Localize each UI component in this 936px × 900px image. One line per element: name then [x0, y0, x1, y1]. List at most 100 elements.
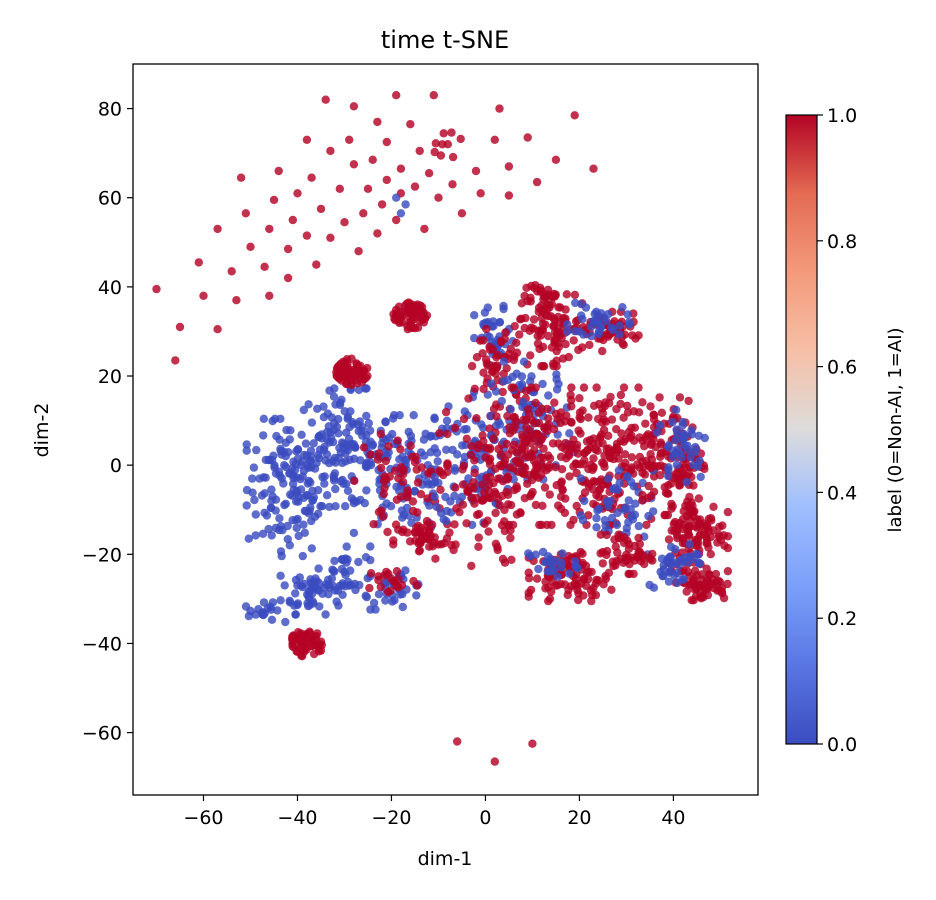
data-point-ai — [723, 507, 733, 517]
data-point-non-ai — [371, 605, 380, 614]
data-point-ai — [379, 476, 389, 486]
data-point-ai — [437, 540, 446, 549]
data-point-ai — [312, 260, 321, 269]
data-point-non-ai — [314, 578, 323, 587]
data-point-ai — [684, 501, 693, 510]
data-point-ai — [572, 501, 581, 511]
data-point-ai — [341, 364, 350, 373]
data-point-ai — [566, 390, 575, 400]
data-point-ai — [415, 146, 424, 156]
y-tick-label: −40 — [82, 633, 122, 655]
data-point-non-ai — [430, 414, 439, 424]
data-point-ai — [435, 429, 444, 438]
data-point-non-ai — [689, 555, 699, 564]
data-point-non-ai — [259, 431, 268, 440]
data-point-ai — [575, 408, 585, 417]
data-point-ai — [383, 587, 393, 597]
data-point-non-ai — [442, 517, 451, 526]
data-point-non-ai — [250, 495, 259, 505]
data-point-ai — [392, 215, 401, 225]
data-point-non-ai — [259, 598, 269, 607]
data-point-ai — [624, 569, 633, 579]
data-point-ai — [627, 423, 636, 433]
data-point-ai — [464, 487, 473, 496]
data-point-non-ai — [678, 421, 687, 430]
data-point-ai — [399, 465, 408, 475]
data-point-non-ai — [552, 370, 561, 379]
data-point-ai — [380, 483, 389, 493]
data-point-ai — [359, 209, 368, 218]
data-point-ai — [622, 550, 631, 560]
data-point-ai — [649, 410, 658, 419]
data-point-non-ai — [430, 492, 439, 502]
data-point-ai — [544, 414, 553, 423]
data-point-non-ai — [620, 505, 629, 515]
data-point-non-ai — [389, 411, 399, 420]
data-point-ai — [448, 180, 457, 189]
data-point-ai — [619, 437, 628, 446]
data-point-non-ai — [681, 431, 690, 440]
data-point-non-ai — [242, 440, 251, 449]
data-point-ai — [562, 411, 571, 420]
data-point-non-ai — [320, 479, 329, 488]
data-point-ai — [349, 160, 359, 169]
data-point-ai — [474, 533, 483, 542]
data-point-ai — [557, 465, 567, 474]
data-point-ai — [474, 542, 483, 551]
data-point-ai — [515, 330, 524, 339]
data-point-ai — [369, 520, 378, 529]
data-point-ai — [531, 500, 541, 510]
data-point-non-ai — [623, 310, 632, 319]
data-point-ai — [246, 242, 255, 251]
data-point-non-ai — [331, 400, 340, 409]
data-point-non-ai — [680, 441, 689, 450]
data-point-non-ai — [519, 357, 529, 366]
data-point-ai — [458, 465, 467, 474]
data-point-ai — [492, 412, 501, 421]
data-point-non-ai — [242, 501, 251, 510]
data-point-non-ai — [401, 200, 410, 209]
data-point-non-ai — [611, 483, 620, 493]
data-point-ai — [705, 570, 714, 579]
data-point-ai — [533, 331, 542, 341]
data-point-non-ai — [410, 487, 419, 496]
data-point-non-ai — [673, 430, 682, 439]
data-point-ai — [377, 200, 387, 209]
data-point-ai — [453, 737, 462, 746]
scatter-points — [152, 91, 733, 766]
data-point-ai — [574, 426, 583, 435]
data-point-ai — [412, 465, 421, 474]
data-point-ai — [539, 444, 548, 453]
data-point-ai — [232, 296, 241, 305]
data-point-ai — [558, 486, 567, 495]
data-point-ai — [508, 446, 517, 455]
data-point-non-ai — [578, 516, 588, 525]
data-point-non-ai — [499, 304, 508, 314]
data-point-ai — [520, 469, 529, 479]
data-point-ai — [305, 627, 314, 636]
data-point-ai — [569, 336, 578, 345]
data-point-non-ai — [668, 417, 677, 427]
data-point-ai — [524, 592, 533, 601]
data-point-non-ai — [306, 503, 315, 512]
data-point-ai — [405, 537, 415, 546]
data-point-non-ai — [544, 391, 553, 400]
data-point-ai — [477, 496, 487, 505]
data-point-ai — [403, 528, 412, 537]
data-point-ai — [390, 466, 400, 475]
data-point-non-ai — [337, 395, 346, 404]
data-point-ai — [175, 322, 185, 332]
data-point-ai — [484, 527, 493, 536]
data-point-non-ai — [251, 510, 260, 519]
data-point-ai — [326, 146, 335, 156]
data-point-non-ai — [618, 303, 627, 312]
data-point-ai — [599, 580, 608, 589]
data-point-non-ai — [486, 379, 496, 388]
data-point-non-ai — [354, 557, 363, 567]
data-point-ai — [512, 484, 522, 493]
data-point-ai — [526, 585, 536, 595]
data-point-ai — [441, 407, 451, 417]
data-point-non-ai — [381, 596, 390, 605]
data-point-non-ai — [374, 590, 384, 599]
data-point-ai — [536, 453, 545, 462]
